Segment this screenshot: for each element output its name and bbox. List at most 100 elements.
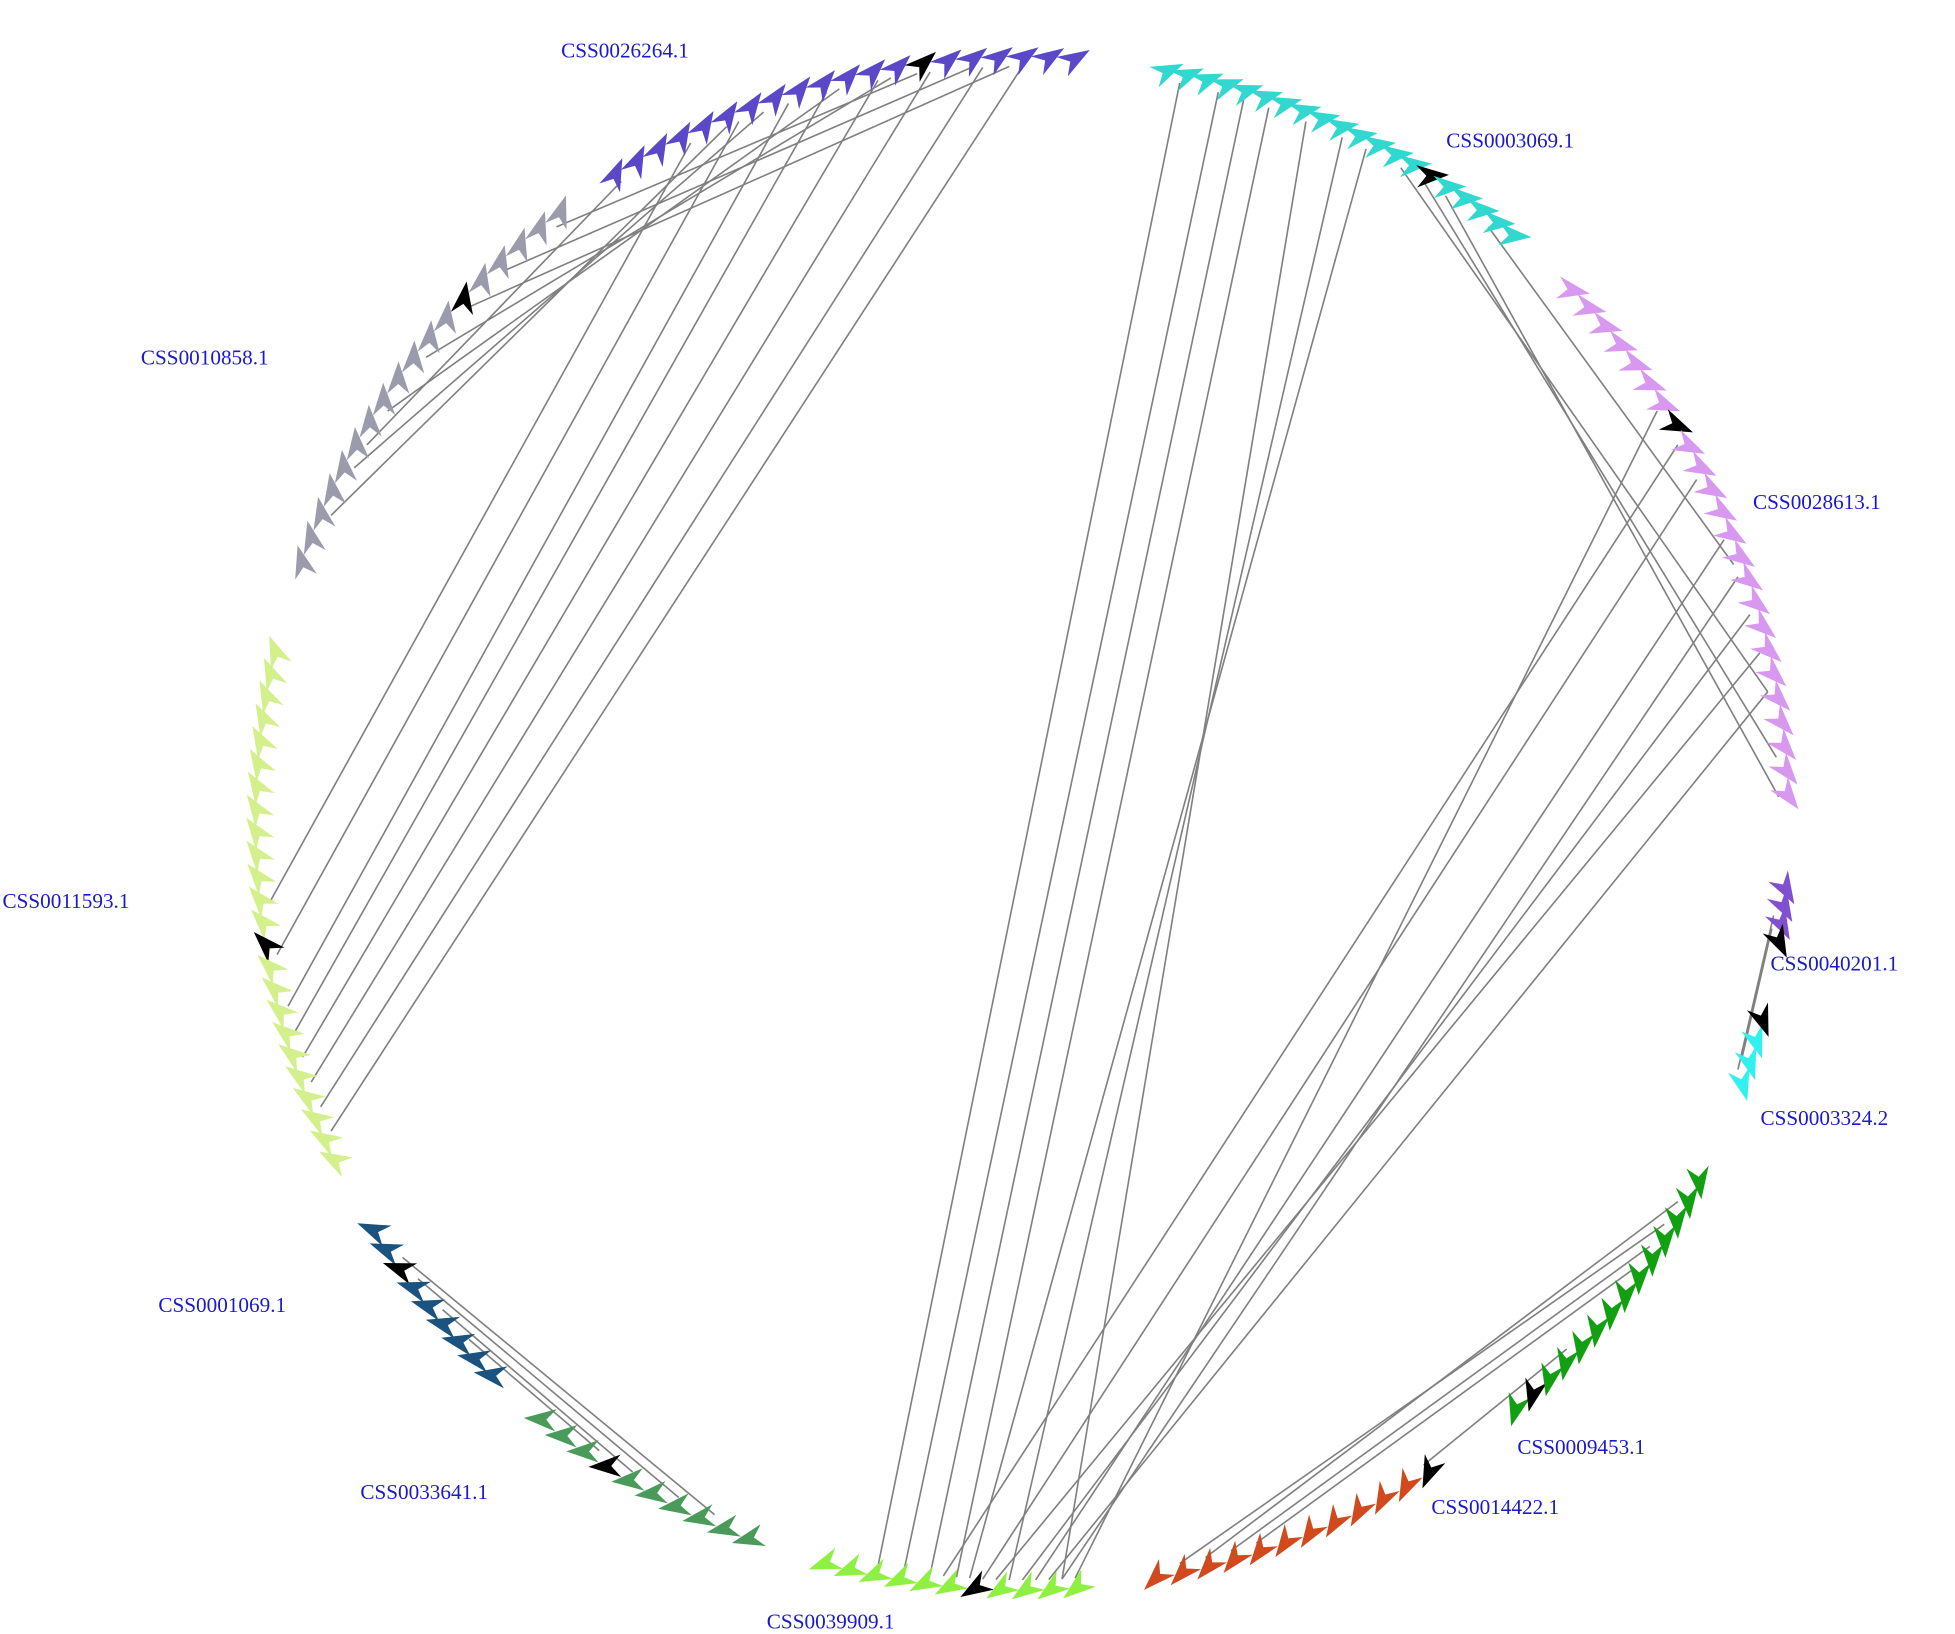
gene-arrow: [1744, 608, 1777, 639]
gene-arrow: [544, 1424, 578, 1448]
gene-arrow: [980, 47, 1013, 76]
gene-label: CSS0039909.1: [767, 1610, 895, 1634]
gene-arrow: [1588, 311, 1623, 334]
gene-arrow: [1768, 870, 1795, 905]
chord: [468, 65, 1010, 308]
chord: [310, 71, 931, 1083]
gene-arrow: [1466, 198, 1500, 222]
gene-arrows: [246, 47, 1799, 1600]
gene-arrow: [1011, 1571, 1045, 1600]
gene-arrow: [323, 473, 346, 508]
gene-arrow: [1325, 1503, 1353, 1538]
gene-arrow: [1693, 472, 1728, 499]
gene-arrow: [417, 320, 440, 354]
chord: [468, 1338, 600, 1452]
chord: [955, 107, 1270, 1578]
gene-arrow: [247, 771, 275, 806]
chord: [1737, 915, 1775, 1070]
gene-arrow: [473, 1366, 508, 1389]
gene-arrow: [1398, 1467, 1423, 1503]
gene-arrow: [278, 1044, 311, 1073]
gene-arrow: [1249, 1532, 1279, 1566]
gene-arrow: [1149, 63, 1184, 88]
gene-arrow: [1670, 429, 1706, 454]
gene-arrow: [1063, 1569, 1096, 1599]
chord: [556, 73, 918, 228]
gene-arrow: [264, 658, 288, 693]
chord: [442, 1309, 634, 1473]
gene-arrow: [904, 51, 936, 82]
chord: [1255, 1267, 1636, 1544]
chord: [330, 126, 728, 516]
chord: [287, 103, 790, 1007]
gene-arrow: [346, 427, 370, 461]
chord: [1034, 539, 1725, 1581]
gene-arrow: [1482, 210, 1516, 234]
gene-arrow: [1601, 1297, 1624, 1331]
gene-arrow: [1422, 1454, 1446, 1489]
gene-arrow: [733, 92, 762, 126]
chord: [319, 66, 984, 1108]
gene-arrow: [249, 748, 276, 783]
gene-arrow: [1703, 494, 1738, 521]
gene-arrow: [731, 1524, 766, 1547]
gene-arrow: [1508, 1392, 1531, 1427]
chord: [1074, 410, 1658, 1579]
gene-arrow: [359, 404, 382, 438]
gene-label: CSS0003069.1: [1446, 128, 1574, 152]
gene-arrow: [687, 110, 714, 145]
gene-arrow: [250, 909, 282, 941]
gene-arrow: [1734, 1045, 1757, 1080]
gene-arrow: [433, 300, 457, 334]
gene-arrow: [1750, 632, 1782, 663]
gene-arrow: [1498, 223, 1532, 246]
gene-arrow: [1682, 450, 1717, 476]
gene-arrow: [1287, 103, 1322, 126]
gene-arrow: [805, 70, 836, 103]
gene-arrow: [1300, 1514, 1328, 1548]
gene-label: CSS0001069.1: [158, 1293, 286, 1317]
chord: [268, 142, 692, 903]
gene-arrow: [285, 1066, 318, 1095]
chord: [294, 91, 828, 1033]
gene-label: CSS0040201.1: [1770, 951, 1898, 975]
gene-arrow: [1325, 118, 1360, 141]
chord: [417, 1278, 680, 1499]
gene-arrow: [372, 382, 396, 416]
gene-arrow: [1189, 73, 1224, 96]
chord: [1008, 137, 1343, 1581]
gene-arrow: [505, 227, 528, 262]
gene-arrow: [781, 76, 811, 110]
gene-arrow: [642, 133, 668, 168]
gene-arrow: [1741, 1024, 1763, 1059]
gene-arrow: [1762, 923, 1787, 958]
gene-arrow: [357, 1223, 392, 1247]
gene-arrow: [457, 1350, 492, 1373]
gene-arrow: [706, 1514, 742, 1537]
gene-arrow: [1628, 1262, 1651, 1296]
gene-arrow: [1209, 79, 1244, 101]
gene-arrow: [1555, 276, 1590, 299]
gene-arrow: [883, 1562, 918, 1587]
gene-arrow: [292, 1087, 326, 1116]
gene-arrow: [401, 340, 425, 374]
gene-arrow: [1675, 1185, 1699, 1220]
gene-arrow: [1398, 154, 1432, 178]
gene-labels: CSS0026264.1 CSS0003069.1 CSS0010858.1 C…: [2, 39, 1898, 1634]
gene-arrow: [1525, 1377, 1548, 1412]
gene-arrow: [1005, 47, 1039, 76]
gene-arrow: [382, 1263, 418, 1285]
chord: [1021, 614, 1751, 1581]
chord: [353, 111, 765, 469]
gene-label: CSS0014422.1: [1431, 1495, 1559, 1519]
gene-arrow: [1686, 1165, 1709, 1200]
gene-arrow: [1768, 752, 1798, 785]
gene-arrow: [1144, 1558, 1175, 1590]
gene-arrow: [1572, 1330, 1595, 1365]
chord: [929, 99, 1245, 1575]
gene-arrow: [854, 59, 886, 91]
gene-arrow: [410, 1299, 446, 1322]
gene-arrow: [259, 680, 284, 715]
